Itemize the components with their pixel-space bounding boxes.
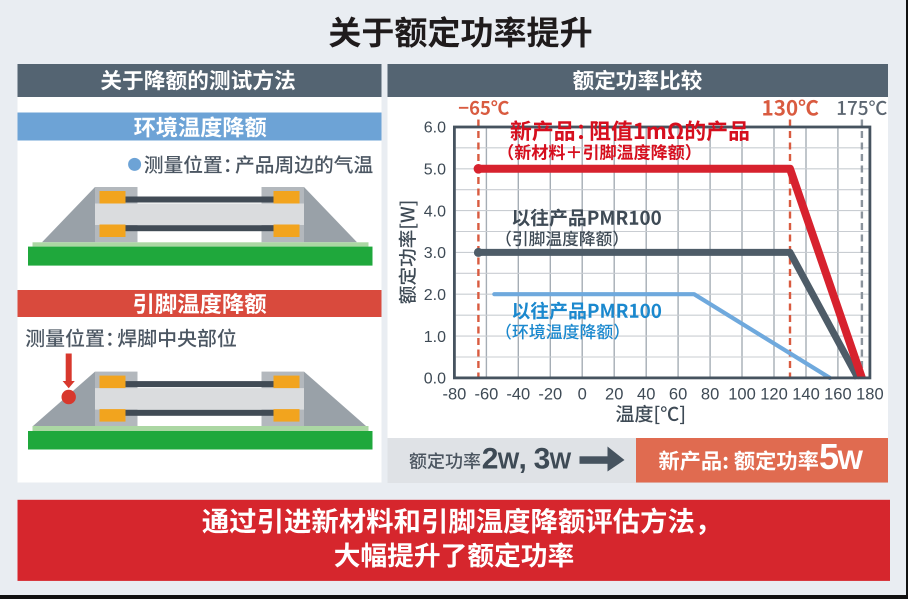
svg-text:20: 20 bbox=[605, 386, 623, 404]
svg-text:140: 140 bbox=[792, 386, 820, 404]
svg-text:-20: -20 bbox=[538, 386, 562, 404]
svg-text:2W, 3W: 2W, 3W bbox=[482, 443, 572, 476]
svg-text:120: 120 bbox=[760, 386, 788, 404]
svg-text:160: 160 bbox=[824, 386, 852, 404]
svg-text:180: 180 bbox=[856, 386, 884, 404]
svg-text:1.0: 1.0 bbox=[424, 329, 446, 346]
svg-text:3.0: 3.0 bbox=[424, 245, 446, 262]
svg-text:60: 60 bbox=[669, 386, 687, 404]
svg-text:6.0: 6.0 bbox=[424, 120, 446, 137]
svg-text:100: 100 bbox=[728, 386, 756, 404]
svg-text:4.0: 4.0 bbox=[424, 203, 446, 220]
svg-text:0: 0 bbox=[578, 386, 587, 404]
svg-text:40: 40 bbox=[637, 386, 655, 404]
svg-text:-40: -40 bbox=[506, 386, 530, 404]
svg-text:0.0: 0.0 bbox=[424, 371, 446, 388]
svg-text:2.0: 2.0 bbox=[424, 287, 446, 304]
svg-text:80: 80 bbox=[701, 386, 719, 404]
svg-text:-80: -80 bbox=[442, 386, 466, 404]
svg-text:-60: -60 bbox=[474, 386, 498, 404]
svg-text:5.0: 5.0 bbox=[424, 162, 446, 179]
